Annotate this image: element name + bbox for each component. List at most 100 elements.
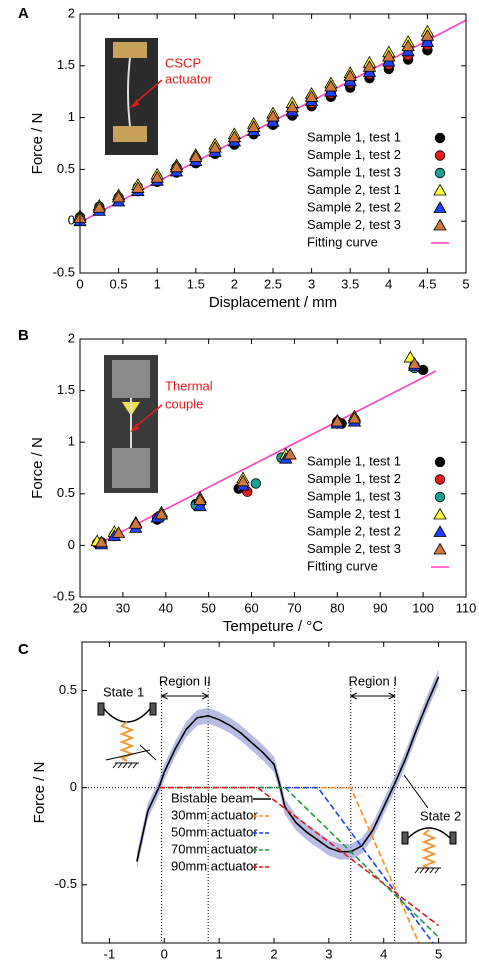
x-tick-label: 2.5	[264, 276, 282, 291]
x-tick-label: 0.5	[110, 276, 128, 291]
y-axis-label: Force / N	[29, 437, 46, 499]
x-tick-label: 70	[287, 600, 301, 615]
region-arrow	[160, 692, 210, 700]
legend-label: Sample 2, test 1	[307, 506, 401, 521]
data-point	[407, 356, 422, 369]
legend-label: Sample 1, test 2	[307, 147, 401, 162]
x-tick-label: 110	[456, 600, 477, 615]
data-point	[247, 120, 261, 132]
series-line	[158, 786, 440, 927]
x-axis-label: Displacement / mm	[209, 294, 337, 311]
data-point	[129, 516, 143, 529]
y-tick-label: 2	[68, 5, 75, 20]
data-point	[266, 109, 280, 122]
data-point	[434, 474, 446, 485]
data-point	[154, 507, 169, 520]
data-point	[382, 49, 396, 62]
data-point	[343, 69, 357, 82]
data-point	[208, 140, 222, 153]
panel-label: A	[18, 5, 29, 22]
x-tick-label: 5	[435, 946, 442, 961]
data-point	[227, 130, 242, 143]
y-axis-label: Force / N	[31, 762, 48, 824]
plot-frame	[79, 13, 467, 274]
inset-photo-b	[104, 355, 163, 493]
plot-frame	[81, 641, 467, 944]
y-axis-label: Force / N	[29, 113, 46, 175]
x-tick-label: 100	[412, 600, 434, 615]
inset-photo-a	[105, 38, 163, 155]
data-point	[193, 499, 207, 512]
state-1-icon	[97, 702, 157, 769]
y-tick-label: -0.5	[53, 588, 75, 603]
y-tick-label: 1	[68, 434, 75, 449]
legend-label: 50mm actuator	[171, 824, 258, 839]
annotation: CSCP	[165, 55, 201, 70]
x-tick-label: 4	[380, 946, 387, 961]
annotation: actuator	[165, 71, 213, 86]
data-point	[193, 493, 207, 505]
data-point	[433, 218, 447, 231]
data-point	[433, 201, 447, 213]
x-tick-label: 40	[159, 600, 173, 615]
legend-label: Fitting curve	[307, 234, 378, 249]
x-tick-label: 4	[385, 276, 392, 291]
x-tick-label: 1.5	[187, 276, 205, 291]
annotation: couple	[165, 396, 203, 411]
x-tick-label: 3	[325, 946, 332, 961]
legend-label: Sample 2, test 3	[307, 541, 401, 556]
y-tick-label: 0	[70, 779, 77, 794]
x-tick-label: 30	[116, 600, 130, 615]
data-point	[285, 100, 299, 113]
x-tick-label: 3.5	[341, 276, 359, 291]
data-point	[330, 414, 345, 427]
x-tick-label: 0	[161, 946, 168, 961]
data-point	[169, 160, 184, 173]
x-tick-label: 90	[373, 600, 387, 615]
data-point	[401, 39, 415, 52]
data-point	[304, 90, 319, 102]
y-tick-label: 0	[68, 213, 75, 228]
y-tick-label: 0.5	[59, 682, 77, 697]
data-point	[434, 150, 446, 161]
legend-label: Sample 1, test 3	[307, 488, 401, 503]
x-tick-label: 5	[462, 276, 469, 291]
data-point	[434, 132, 446, 144]
region-label: Region II	[159, 673, 211, 688]
data-point	[347, 411, 362, 424]
y-tick-label: 0	[68, 537, 75, 552]
plot-area	[92, 370, 437, 548]
y-tick-label: 1.5	[57, 57, 75, 72]
x-tick-label: 50	[201, 600, 215, 615]
y-tick-label: 0.5	[57, 161, 75, 176]
legend-label: Sample 2, test 2	[307, 199, 401, 214]
data-point	[433, 183, 447, 196]
data-point	[420, 35, 435, 47]
legend-label: 30mm actuator	[171, 807, 258, 822]
plot-area	[82, 669, 466, 943]
legend-label: Sample 2, test 1	[307, 182, 401, 197]
legend-label: Bistable beam	[171, 790, 253, 805]
annotation: State 2	[420, 808, 461, 823]
series-line	[92, 370, 437, 548]
x-tick-label: -1	[104, 946, 116, 961]
x-axis-label: Tempeture / °C	[223, 618, 323, 635]
y-tick-label: -0.5	[53, 264, 75, 279]
data-point	[324, 79, 338, 92]
x-tick-label: 1	[154, 276, 161, 291]
data-point	[434, 456, 446, 468]
x-tick-label: 2	[231, 276, 238, 291]
region-arrow	[349, 692, 396, 700]
data-point	[94, 535, 109, 548]
legend-label: Sample 1, test 1	[307, 453, 401, 468]
y-tick-label: 2	[68, 330, 75, 345]
annotation: Thermal	[165, 378, 213, 393]
x-tick-label: 4.5	[418, 276, 436, 291]
x-tick-label: 3	[308, 276, 315, 291]
data-point	[434, 167, 446, 179]
data-point	[433, 542, 447, 555]
legend-label: 70mm actuator	[171, 841, 258, 856]
data-point	[150, 170, 164, 183]
data-point	[250, 478, 262, 489]
